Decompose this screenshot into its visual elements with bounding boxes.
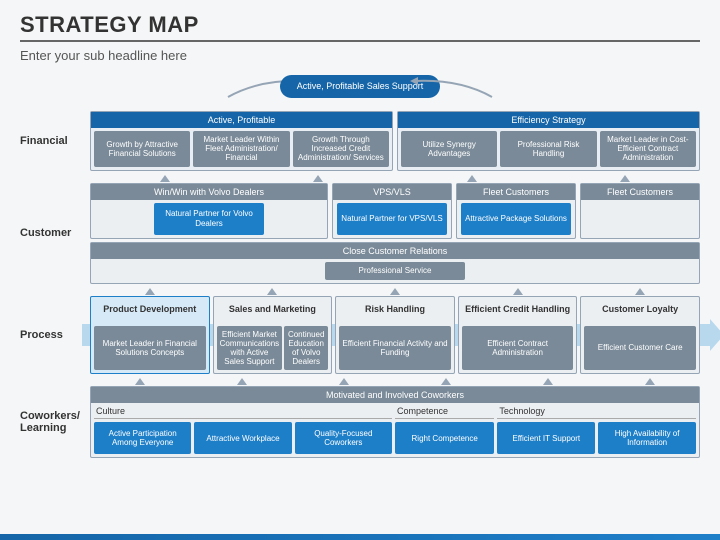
customer-panel-header: Fleet Customers xyxy=(457,184,575,200)
learning-label: Coworkers/ Learning xyxy=(20,386,90,458)
financial-box: Growth Through Increased Credit Administ… xyxy=(293,131,389,167)
title-underline xyxy=(20,40,700,42)
customer-service-box: Professional Service xyxy=(325,262,465,280)
learning-box: Efficient IT Support xyxy=(497,422,595,454)
customer-relations-panel: Close Customer Relations Professional Se… xyxy=(90,242,700,284)
customer-panel-header: Fleet Customers xyxy=(581,184,699,200)
process-box: Market Leader in Financial Solutions Con… xyxy=(94,326,206,371)
page-subtitle: Enter your sub headline here xyxy=(20,48,700,63)
process-box: Efficient Customer Care xyxy=(584,326,696,371)
learning-panel: Motivated and Involved Coworkers Culture… xyxy=(90,386,700,458)
learning-section-label: Competence xyxy=(395,406,494,419)
learning-box: Active Participation Among Everyone xyxy=(94,422,191,454)
financial-box: Market Leader in Cost-Efficient Contract… xyxy=(600,131,696,167)
process-box: Efficient Financial Activity and Funding xyxy=(339,326,451,371)
learning-section-0: Culture Active Participation Among Everyo… xyxy=(94,406,392,454)
financial-box: Professional Risk Handling xyxy=(500,131,596,167)
process-col-header: Product Development xyxy=(91,297,209,323)
process-col-3: Efficient Credit Handling Efficient Contr… xyxy=(458,296,578,375)
financial-perspective: Financial Active, Profitable Growth by At… xyxy=(20,111,700,171)
financial-box: Growth by Attractive Financial Solutions xyxy=(94,131,190,167)
process-box: Efficient Market Communications with Act… xyxy=(217,326,283,371)
customer-box: Attractive Package Solutions xyxy=(461,203,571,235)
footer-bar xyxy=(0,534,720,540)
financial-panel-0: Active, Profitable Growth by Attractive F… xyxy=(90,111,393,171)
customer-label: Customer xyxy=(20,183,90,284)
financial-panel-1: Efficiency Strategy Utilize Synergy Advan… xyxy=(397,111,700,171)
learning-header: Motivated and Involved Coworkers xyxy=(91,387,699,403)
financial-box: Market Leader Within Fleet Administratio… xyxy=(193,131,289,167)
process-col-4: Customer Loyalty Efficient Customer Care xyxy=(580,296,700,375)
customer-panel-header: VPS/VLS xyxy=(333,184,451,200)
strategy-diagram: Active, Profitable Sales Support Financi… xyxy=(0,67,720,458)
financial-box: Utilize Synergy Advantages xyxy=(401,131,497,167)
arrows-fin-cust xyxy=(20,174,700,183)
process-col-2: Risk Handling Efficient Financial Activit… xyxy=(335,296,455,375)
arrows-cust-proc xyxy=(20,287,700,296)
learning-box: High Availability of Information xyxy=(598,422,696,454)
financial-label: Financial xyxy=(20,111,90,171)
process-col-header: Risk Handling xyxy=(336,297,454,323)
customer-panel-3: Fleet Customers xyxy=(580,183,700,239)
process-perspective: Process Product Development Market Leader… xyxy=(20,296,700,375)
learning-box: Right Competence xyxy=(395,422,494,454)
process-col-header: Customer Loyalty xyxy=(581,297,699,323)
page-title: Strategy Map xyxy=(20,12,700,38)
learning-section-label: Culture xyxy=(94,406,392,419)
customer-panel-header: Win/Win with Volvo Dealers xyxy=(91,184,327,200)
process-col-header: Efficient Credit Handling xyxy=(459,297,577,323)
process-col-0: Product Development Market Leader in Fina… xyxy=(90,296,210,375)
process-col-header: Sales and Marketing xyxy=(214,297,332,323)
customer-perspective: Customer Win/Win with Volvo Dealers Natur… xyxy=(20,183,700,284)
learning-perspective: Coworkers/ Learning Motivated and Involv… xyxy=(20,386,700,458)
customer-box: Natural Partner for Volvo Dealers xyxy=(154,203,264,235)
learning-box: Attractive Workplace xyxy=(194,422,291,454)
process-box: Efficient Contract Administration xyxy=(462,326,574,371)
financial-panel-header: Active, Profitable xyxy=(91,112,392,128)
customer-box: Natural Partner for VPS/VLS xyxy=(337,203,447,235)
process-box: Continued Education of Volvo Dealers xyxy=(284,326,328,371)
customer-relations-header: Close Customer Relations xyxy=(91,243,699,259)
learning-section-1: Competence Right Competence xyxy=(395,406,494,454)
customer-panel-0: Win/Win with Volvo Dealers Natural Partne… xyxy=(90,183,328,239)
customer-panel-2: Fleet Customers Attractive Package Soluti… xyxy=(456,183,576,239)
learning-section-label: Technology xyxy=(497,406,696,419)
process-label: Process xyxy=(20,296,90,375)
financial-panel-header: Efficiency Strategy xyxy=(398,112,699,128)
learning-box: Quality-Focused Coworkers xyxy=(295,422,392,454)
customer-panel-1: VPS/VLS Natural Partner for VPS/VLS xyxy=(332,183,452,239)
curve-arrow-right xyxy=(410,77,500,103)
learning-section-2: Technology Efficient IT SupportHigh Avail… xyxy=(497,406,696,454)
process-col-1: Sales and Marketing Efficient Market Comm… xyxy=(213,296,333,375)
arrows-proc-learn xyxy=(20,377,700,386)
